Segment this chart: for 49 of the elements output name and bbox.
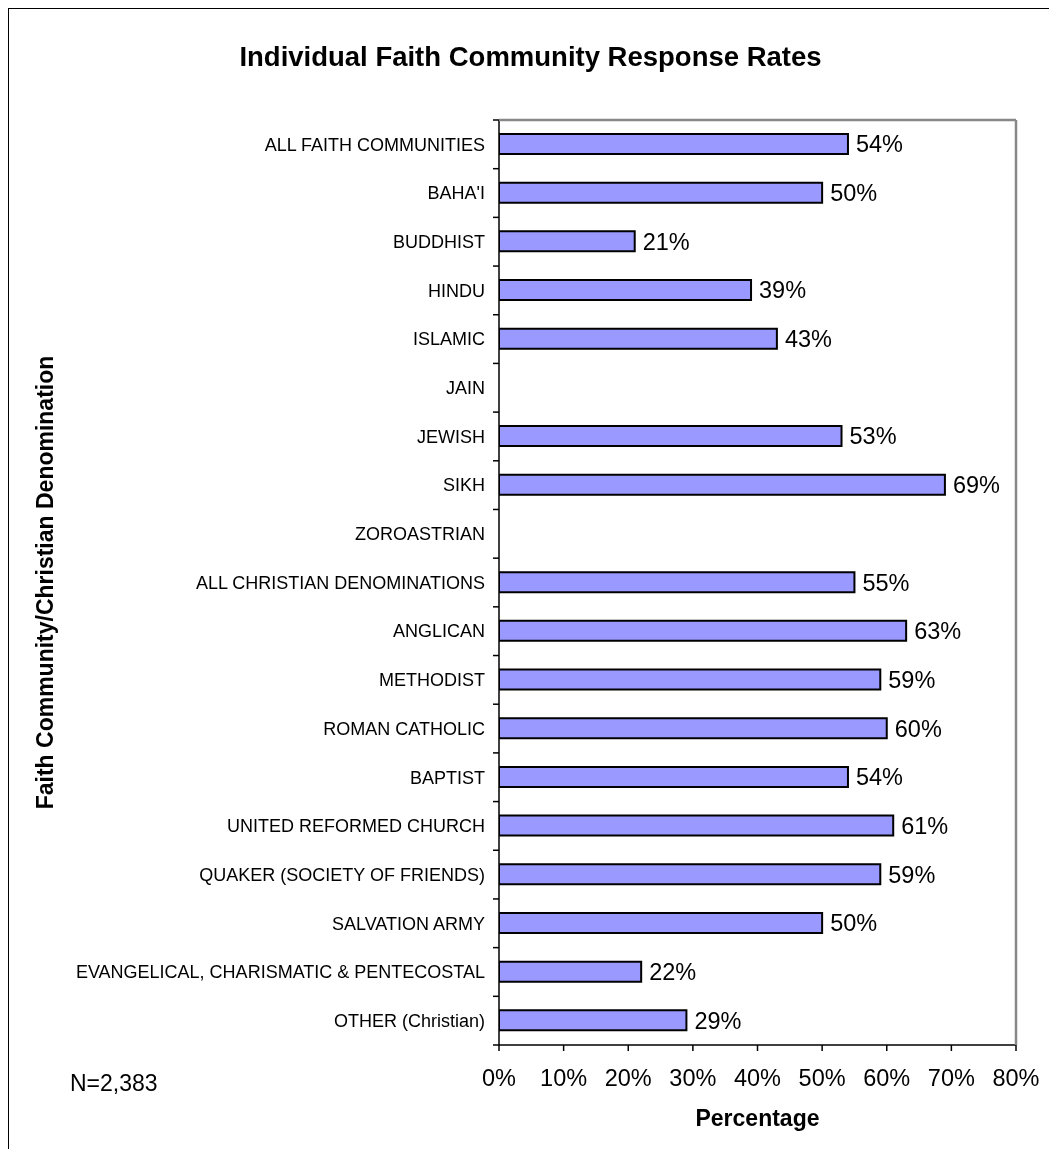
data-label: 61% bbox=[901, 812, 949, 839]
x-tick-label: 60% bbox=[863, 1064, 911, 1091]
data-label: 69% bbox=[952, 472, 1001, 499]
data-label: 59% bbox=[888, 666, 936, 693]
data-label: 50% bbox=[830, 180, 878, 207]
y-tick-label: ISLAMIC bbox=[412, 329, 485, 350]
x-tick-label: 30% bbox=[669, 1064, 717, 1091]
y-tick-label: SALVATION ARMY bbox=[331, 913, 485, 934]
data-label: 55% bbox=[862, 569, 910, 596]
data-label: 54% bbox=[855, 764, 904, 791]
x-tick-label: 70% bbox=[927, 1064, 975, 1091]
y-tick-label: METHODIST bbox=[379, 670, 485, 691]
y-tick-label: BAHA'I bbox=[427, 183, 485, 204]
data-label: 39% bbox=[759, 277, 807, 304]
y-tick-label: ALL CHRISTIAN DENOMINATIONS bbox=[195, 572, 485, 593]
y-tick-label: HINDU bbox=[428, 280, 485, 301]
y-tick-label: QUAKER (SOCIETY OF FRIENDS) bbox=[199, 864, 485, 885]
y-tick-label: JEWISH bbox=[416, 426, 485, 447]
y-tick-label: BAPTIST bbox=[409, 767, 485, 788]
data-label: 50% bbox=[830, 910, 878, 937]
x-tick-label: 80% bbox=[992, 1064, 1040, 1091]
data-label: 43% bbox=[784, 326, 833, 353]
y-tick-label: ROMAN CATHOLIC bbox=[323, 718, 485, 739]
y-tick-label: OTHER (Christian) bbox=[333, 1010, 485, 1031]
y-tick-label: ZOROASTRIAN bbox=[354, 524, 485, 545]
y-tick-label: EVANGELICAL, CHARISMATIC & PENTECOSTAL bbox=[75, 962, 485, 983]
x-tick-label: 50% bbox=[798, 1064, 846, 1091]
y-tick-label: ANGLICAN bbox=[392, 621, 485, 642]
text: N=2,383 bbox=[70, 1070, 158, 1096]
data-label: 22% bbox=[649, 958, 697, 985]
chart-title: Individual Faith Community Response Rates bbox=[238, 41, 823, 73]
y-axis-title: Faith Community/Christian Denomination bbox=[32, 355, 59, 810]
y-tick-label: ALL FAITH COMMUNITIES bbox=[264, 134, 485, 155]
data-label: 21% bbox=[642, 228, 690, 255]
data-label: 53% bbox=[849, 423, 897, 450]
x-tick-label: 0% bbox=[482, 1064, 517, 1091]
data-label: 54% bbox=[855, 131, 904, 158]
data-label: 63% bbox=[914, 618, 962, 645]
x-tick-label: 40% bbox=[733, 1064, 782, 1091]
y-tick-label: UNITED REFORMED CHURCH bbox=[227, 816, 485, 837]
data-label: 59% bbox=[888, 861, 936, 888]
x-tick-label: 20% bbox=[604, 1064, 652, 1091]
y-tick-label: SIKH bbox=[442, 475, 485, 496]
y-tick-label: JAIN bbox=[445, 378, 485, 399]
x-axis-title: Percentage bbox=[695, 1105, 820, 1132]
y-tick-label: BUDDHIST bbox=[392, 232, 485, 253]
x-tick-label: 10% bbox=[540, 1064, 588, 1091]
data-label: 60% bbox=[894, 715, 942, 742]
data-label: 29% bbox=[694, 1007, 742, 1034]
